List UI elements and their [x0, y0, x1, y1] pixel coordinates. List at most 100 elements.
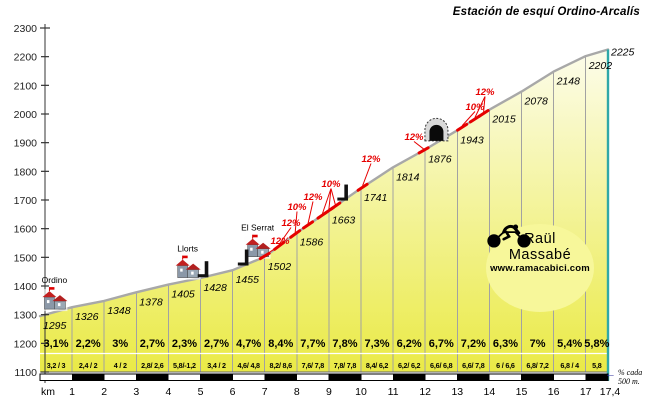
half-gradient-label: 6,2/ 6,2 — [398, 361, 421, 370]
y-tick-label: 1700 — [14, 195, 38, 207]
steep-percent-label: 12% — [281, 218, 301, 229]
gradient-label: 6,7% — [429, 338, 454, 350]
hairpin-curve-icon — [237, 249, 249, 266]
gradient-labels: 3,1% 2,2% 3% 2,7% 2,3% 2,7% 4,7% 8,4% 7,7% 7,8% 7,… — [44, 338, 610, 350]
y-tick-label: 1300 — [14, 310, 38, 322]
elevation-labels: 1295 1326 1348 1378 1405 1428 1455 1502 1586 1663… — [43, 47, 635, 333]
y-tick-label: 2000 — [14, 109, 38, 121]
elevation-label: 2225 — [610, 47, 635, 59]
page-title: Estación de esquí Ordino-Arcalís — [452, 6, 640, 18]
km-tick-label: 17 — [580, 386, 592, 398]
km-tick-label: 9 — [326, 386, 332, 398]
km-tick-label: 13 — [451, 386, 463, 398]
steep-percent-label: 12% — [361, 154, 381, 165]
y-tick-label: 1400 — [14, 281, 38, 293]
elevation-label: 1741 — [364, 192, 387, 204]
half-gradient-label: 6,6/ 6,8 — [430, 361, 453, 370]
elevation-label: 1405 — [171, 289, 195, 301]
y-tick-label: 2100 — [14, 80, 38, 92]
y-tick-label: 1900 — [14, 138, 38, 150]
km-end-label: 17,4 — [600, 386, 621, 398]
elevation-label: 1814 — [396, 171, 420, 183]
elevation-label: 1876 — [428, 154, 452, 166]
km-tick-label: 10 — [355, 386, 367, 398]
steep-percent-label: 10% — [287, 202, 307, 213]
gradient-label: 8,4% — [268, 338, 293, 350]
elevation-label: 2078 — [524, 96, 549, 108]
half-gradient-label: 5,8 — [592, 361, 602, 370]
km-axis-labels: km 1 2 3 4 5 6 7 8 9 10 11 12 13 14 15 16 17 17,4 — [41, 386, 620, 398]
village-label: Llorts — [177, 244, 198, 254]
half-gradient-label: 6,6/ 7,8 — [462, 361, 485, 370]
author-name-line2: Massabé — [508, 247, 572, 263]
y-tick-label: 2200 — [14, 52, 38, 64]
km-tick-label: 5 — [198, 386, 204, 398]
y-tick-label: 1100 — [14, 367, 37, 379]
half-gradient-label: 2,4 / 2 — [79, 361, 98, 370]
y-tick-label: 1500 — [14, 252, 38, 264]
y-tick-label: 1800 — [14, 166, 38, 178]
half-gradient-label: 8,4/ 6,2 — [366, 361, 389, 370]
gradient-label: 2,3% — [172, 338, 197, 350]
elevation-label: 2202 — [588, 60, 613, 72]
gradient-label: 3,1% — [44, 338, 69, 350]
steep-percent-label: 12% — [270, 236, 290, 247]
author-badge: Raül Massabé www.ramacabici.com — [486, 224, 594, 312]
elevation-label: 1326 — [75, 311, 99, 323]
steep-percent-label: 12% — [475, 87, 495, 98]
half-km-gradient-labels: 3,2 / 3 2,4 / 2 4 / 2 2,8/ 2,6 5,8/-1,2 3,4 /… — [47, 361, 602, 370]
km-unit-label: km — [41, 386, 55, 398]
gradient-label: 7% — [530, 338, 546, 350]
village-icon — [41, 287, 68, 312]
gradient-label: 6,2% — [397, 338, 422, 350]
left-arrow-icon: ← — [605, 368, 616, 380]
steep-percent-label: 12% — [303, 192, 323, 203]
half-gradient-label: 3,4 / 2 — [207, 361, 226, 370]
profile-area — [40, 49, 608, 372]
km-tick-label: 3 — [133, 386, 139, 398]
half-gradient-label: 2,8/ 2,6 — [141, 361, 164, 370]
y-tick-label: 1600 — [14, 224, 38, 236]
elevation-label: 1455 — [236, 274, 260, 286]
km-tick-label: 12 — [419, 386, 431, 398]
km-tick-label: 14 — [484, 386, 496, 398]
y-axis: 1100 1200 1300 1400 1500 1600 1700 1800 1900 2000… — [14, 23, 50, 383]
half-gradient-label: 8,2/ 8,6 — [270, 361, 293, 370]
scale-note: ← % cada 500 m. — [605, 368, 642, 386]
village-icon — [174, 255, 201, 280]
hairpin-curve-icon — [197, 261, 209, 278]
village-label: Ordino — [42, 275, 68, 285]
gradient-label: 3% — [112, 338, 128, 350]
half-gradient-label: 5,8/-1,2 — [173, 361, 196, 370]
steep-percent-label: 10% — [321, 179, 341, 190]
km-tick-label: 15 — [516, 386, 528, 398]
hairpin-curve-icon — [337, 184, 348, 201]
gradient-label: 7,2% — [461, 338, 486, 350]
gradient-label: 7,3% — [365, 338, 390, 350]
elevation-label: 1348 — [107, 305, 131, 317]
km-scale-bar — [39, 373, 609, 381]
website-text: www.ramacabici.com — [490, 263, 590, 274]
elevation-label: 1295 — [43, 320, 67, 332]
steep-percent-label: 12% — [404, 132, 424, 143]
half-gradient-label: 3,2 / 3 — [47, 361, 66, 370]
elevation-label: 1943 — [460, 134, 484, 146]
gradient-label: 6,3% — [493, 338, 518, 350]
gradient-label: 7,7% — [300, 338, 325, 350]
elevation-label: 1663 — [332, 215, 356, 227]
elevation-label: 1378 — [139, 296, 163, 308]
elevation-label: 2148 — [556, 76, 581, 88]
elevation-label: 2015 — [491, 114, 516, 126]
gradient-label: 2,7% — [204, 338, 229, 350]
km-tick-label: 2 — [101, 386, 107, 398]
steep-gradient-markers: 12%12%10%12%10%12%12%10%12% — [258, 87, 495, 261]
elevation-label: 1428 — [204, 282, 228, 294]
half-gradient-label: 7,8/ 7,8 — [334, 361, 357, 370]
y-tick-label: 2300 — [14, 23, 38, 35]
elevation-label: 1586 — [300, 237, 324, 249]
half-gradient-label: 7,6/ 7,8 — [302, 361, 325, 370]
gradient-label: 7,8% — [332, 338, 357, 350]
km-tick-label: 6 — [230, 386, 236, 398]
